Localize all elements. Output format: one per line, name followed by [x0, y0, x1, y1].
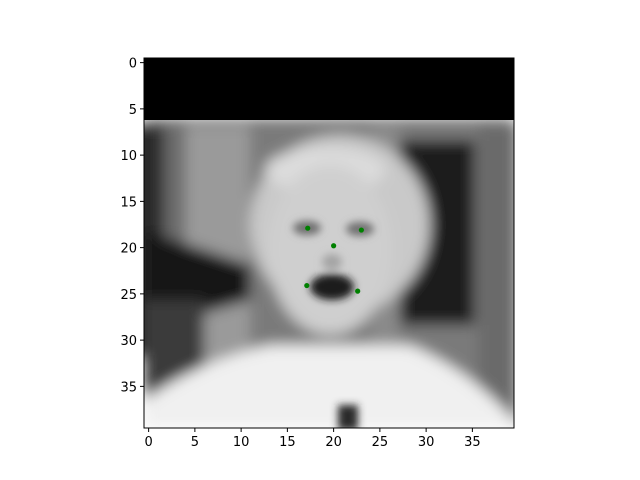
x-tick-label: 30: [418, 435, 435, 450]
landmark-point: [331, 243, 337, 249]
x-tick-label: 25: [372, 435, 389, 450]
y-axis: 0 5 10 15 20 25 30 35: [120, 57, 144, 395]
x-tick-label: 20: [325, 435, 342, 450]
landmark-points: [304, 225, 364, 294]
y-tick-label: 10: [120, 149, 137, 164]
y-tick-label: 5: [129, 103, 137, 118]
landmark-point: [355, 288, 361, 294]
x-tick-label: 0: [144, 435, 152, 450]
x-tick-label: 5: [191, 435, 199, 450]
x-tick-label: 15: [279, 435, 296, 450]
y-tick-label: 35: [120, 380, 137, 395]
x-tick-label: 10: [233, 435, 250, 450]
image-panel: [144, 58, 514, 428]
landmark-point: [304, 282, 310, 289]
y-tick-label: 20: [120, 242, 137, 257]
landmark-point: [305, 225, 311, 231]
plot-frame: [143, 57, 515, 429]
y-tick-label: 25: [120, 288, 137, 303]
landmark-point: [358, 227, 364, 233]
x-tick-label: 35: [464, 435, 481, 450]
x-axis: 0 5 10 15 20 25 30 35: [144, 428, 481, 450]
y-tick-label: 0: [129, 57, 137, 72]
y-tick-label: 15: [120, 195, 137, 210]
y-tick-label: 30: [120, 334, 137, 349]
